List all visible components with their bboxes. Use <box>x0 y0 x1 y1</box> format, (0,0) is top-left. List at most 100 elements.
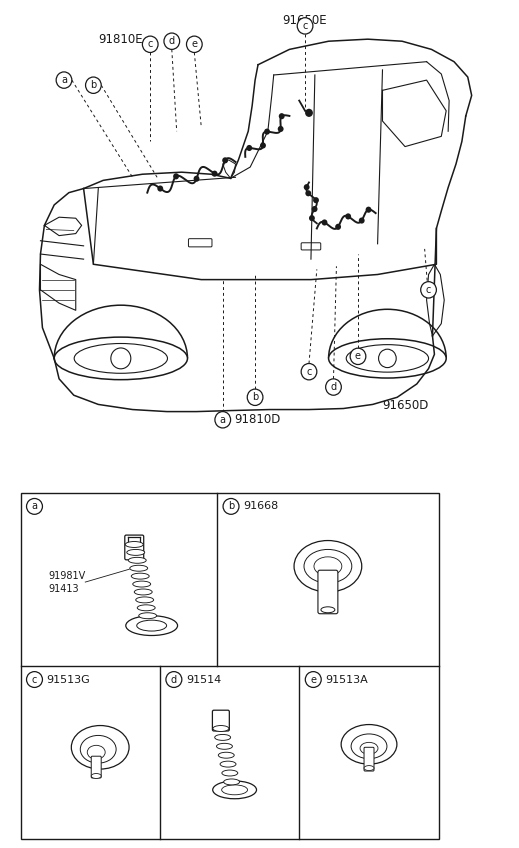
Ellipse shape <box>329 338 446 378</box>
Circle shape <box>157 186 163 192</box>
Text: 91650D: 91650D <box>383 399 429 412</box>
FancyBboxPatch shape <box>364 747 374 771</box>
Ellipse shape <box>321 607 335 613</box>
Text: e: e <box>355 351 361 361</box>
Circle shape <box>86 77 101 93</box>
Ellipse shape <box>364 766 374 771</box>
Ellipse shape <box>314 557 342 576</box>
Circle shape <box>247 389 263 405</box>
Circle shape <box>325 379 342 395</box>
Text: a: a <box>32 501 37 511</box>
Circle shape <box>421 282 436 298</box>
Text: e: e <box>192 39 197 49</box>
Text: b: b <box>90 81 97 90</box>
Text: 91513A: 91513A <box>325 674 368 684</box>
Text: c: c <box>32 674 37 684</box>
Circle shape <box>345 214 351 220</box>
Text: 91513G: 91513G <box>46 674 90 684</box>
Circle shape <box>264 129 270 135</box>
Text: c: c <box>306 366 312 377</box>
Ellipse shape <box>131 573 149 579</box>
Ellipse shape <box>87 745 105 759</box>
Ellipse shape <box>71 726 129 769</box>
Ellipse shape <box>126 616 177 635</box>
FancyBboxPatch shape <box>212 711 229 731</box>
Circle shape <box>365 207 372 213</box>
Polygon shape <box>223 160 236 178</box>
Ellipse shape <box>91 773 101 778</box>
Circle shape <box>309 215 315 221</box>
Text: 91981V: 91981V <box>48 572 86 581</box>
Circle shape <box>142 36 158 53</box>
Circle shape <box>305 109 313 117</box>
Circle shape <box>186 36 202 53</box>
Circle shape <box>223 499 239 514</box>
Ellipse shape <box>127 550 145 555</box>
Ellipse shape <box>133 581 151 587</box>
Circle shape <box>305 672 321 688</box>
Text: c: c <box>147 39 153 49</box>
Ellipse shape <box>134 589 152 595</box>
Text: a: a <box>220 415 226 425</box>
Circle shape <box>194 176 199 181</box>
Circle shape <box>26 499 43 514</box>
Circle shape <box>322 220 327 226</box>
Circle shape <box>350 349 366 365</box>
Ellipse shape <box>215 734 230 740</box>
Ellipse shape <box>137 605 155 611</box>
Ellipse shape <box>80 735 116 763</box>
Circle shape <box>56 72 72 88</box>
Ellipse shape <box>294 540 362 592</box>
Circle shape <box>173 173 179 180</box>
Text: e: e <box>310 674 316 684</box>
Ellipse shape <box>130 566 148 572</box>
Text: 91810E: 91810E <box>98 33 142 46</box>
Ellipse shape <box>224 779 240 785</box>
Circle shape <box>278 126 283 132</box>
Circle shape <box>260 142 266 148</box>
Ellipse shape <box>341 724 397 764</box>
Text: a: a <box>61 75 67 85</box>
Text: d: d <box>169 36 175 47</box>
Text: b: b <box>228 501 234 511</box>
Circle shape <box>247 145 252 151</box>
Ellipse shape <box>222 770 238 776</box>
Text: d: d <box>171 674 177 684</box>
Text: d: d <box>331 382 336 392</box>
Text: 91668: 91668 <box>243 501 278 511</box>
Ellipse shape <box>218 752 234 758</box>
Circle shape <box>311 206 318 212</box>
Text: 91810D: 91810D <box>235 413 281 427</box>
Ellipse shape <box>213 726 229 732</box>
Bar <box>21 493 439 839</box>
Circle shape <box>335 224 341 230</box>
FancyBboxPatch shape <box>91 756 101 778</box>
Ellipse shape <box>220 762 236 767</box>
Ellipse shape <box>128 557 146 563</box>
Circle shape <box>305 190 311 197</box>
Text: c: c <box>303 21 308 31</box>
Ellipse shape <box>213 781 256 799</box>
FancyBboxPatch shape <box>125 535 144 560</box>
Text: b: b <box>252 393 258 402</box>
Circle shape <box>297 18 313 34</box>
Circle shape <box>313 197 319 204</box>
Text: c: c <box>426 285 431 295</box>
Text: 91650E: 91650E <box>282 14 326 26</box>
Circle shape <box>279 113 284 120</box>
Ellipse shape <box>54 338 187 380</box>
Circle shape <box>301 364 317 380</box>
Ellipse shape <box>304 550 352 583</box>
Circle shape <box>215 411 230 428</box>
Ellipse shape <box>125 542 143 548</box>
Circle shape <box>26 672 43 688</box>
Circle shape <box>166 672 182 688</box>
Circle shape <box>222 157 228 164</box>
Circle shape <box>212 170 217 176</box>
Ellipse shape <box>136 597 154 603</box>
Circle shape <box>304 184 310 190</box>
Circle shape <box>164 33 180 49</box>
Ellipse shape <box>139 613 157 619</box>
Ellipse shape <box>216 744 233 750</box>
Text: 91413: 91413 <box>48 584 79 594</box>
